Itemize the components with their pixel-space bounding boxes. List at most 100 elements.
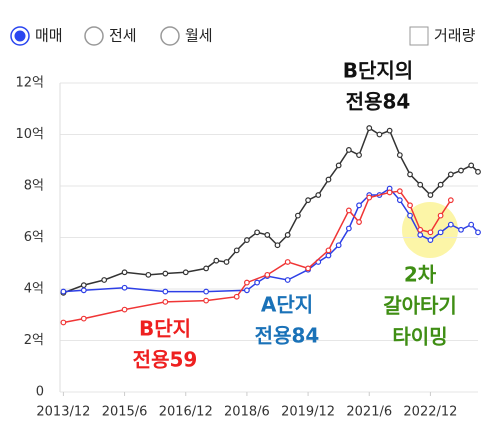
- data-point: [396, 152, 403, 159]
- y-tick-label: 0: [36, 385, 44, 400]
- data-point: [294, 212, 301, 219]
- series-label: B단지: [139, 317, 191, 341]
- data-point: [60, 319, 67, 326]
- data-point: [356, 152, 362, 159]
- x-tick-label: 2022/12: [403, 405, 457, 420]
- radio-label[interactable]: 매매: [35, 27, 63, 45]
- data-point: [203, 297, 210, 304]
- y-tick-label: 8억: [24, 179, 44, 194]
- data-point: [162, 298, 169, 305]
- data-point: [458, 167, 464, 174]
- radio-button[interactable]: [84, 26, 104, 46]
- data-point: [213, 257, 220, 264]
- data-point: [325, 247, 332, 254]
- series-label: B단지의: [343, 59, 413, 83]
- x-tick-label: 2016/12: [159, 405, 213, 420]
- x-tick-label: 2019/12: [281, 405, 335, 420]
- data-point: [233, 293, 240, 300]
- data-point: [284, 277, 291, 283]
- checkbox-label[interactable]: 거래량: [434, 27, 476, 45]
- data-point: [345, 147, 352, 153]
- data-point: [447, 221, 454, 228]
- data-point: [475, 168, 481, 175]
- y-tick-label: 2억: [24, 333, 44, 348]
- data-point: [80, 282, 87, 289]
- data-point: [305, 197, 311, 204]
- data-point: [274, 242, 281, 249]
- x-tick-label: 2015/6: [102, 405, 148, 420]
- data-point: [264, 271, 271, 278]
- data-point: [244, 237, 250, 243]
- data-point: [427, 237, 434, 243]
- annotation: 갈아타기: [383, 294, 457, 318]
- radio-label[interactable]: 월세: [185, 27, 213, 45]
- data-point: [345, 207, 352, 214]
- data-point: [145, 271, 152, 278]
- series-label: A단지: [261, 293, 313, 317]
- data-point: [407, 171, 413, 178]
- y-tick-label: 4억: [24, 282, 44, 297]
- data-point: [437, 212, 444, 219]
- series-label: 전용84: [255, 324, 320, 348]
- checkbox[interactable]: [409, 26, 429, 46]
- data-point: [284, 232, 291, 238]
- data-point: [264, 232, 271, 238]
- data-point: [223, 259, 230, 265]
- data-point: [417, 181, 424, 188]
- data-point: [101, 277, 108, 283]
- data-point: [325, 176, 332, 183]
- data-point: [437, 181, 444, 188]
- data-point: [203, 288, 210, 295]
- data-point: [427, 192, 434, 198]
- data-point: [356, 202, 362, 209]
- data-point: [345, 225, 352, 232]
- data-point: [315, 192, 322, 198]
- data-point: [305, 265, 311, 272]
- annotation: 타이밍: [392, 325, 447, 349]
- data-point: [121, 284, 128, 291]
- x-tick-label: 2018/6: [224, 405, 270, 420]
- data-point: [396, 188, 403, 195]
- data-point: [437, 229, 444, 236]
- data-point: [417, 232, 424, 238]
- data-point: [366, 125, 373, 131]
- data-point: [356, 219, 362, 225]
- data-point: [121, 269, 128, 276]
- x-tick-label: 2013/12: [36, 405, 90, 420]
- data-point: [366, 194, 373, 201]
- series-label: 전용84: [346, 90, 411, 114]
- x-tick-label: 2021/6: [346, 405, 392, 420]
- data-point: [80, 315, 87, 322]
- radio-button[interactable]: [160, 26, 180, 46]
- data-point: [233, 247, 240, 254]
- data-point: [407, 212, 413, 219]
- y-tick-label: 6억: [24, 230, 44, 245]
- data-point: [458, 226, 464, 233]
- data-point: [80, 287, 87, 294]
- data-point: [335, 162, 342, 169]
- data-point: [121, 306, 128, 313]
- data-point: [427, 229, 434, 236]
- radio-dot: [14, 30, 26, 42]
- annotation: 2차: [404, 263, 437, 287]
- data-point: [244, 287, 250, 294]
- data-point: [396, 197, 403, 204]
- data-point: [447, 197, 454, 204]
- data-point: [254, 229, 261, 236]
- data-point: [60, 288, 67, 295]
- y-tick-label: 12억: [15, 76, 44, 91]
- data-point: [203, 265, 210, 272]
- data-point: [162, 288, 169, 295]
- y-tick-label: 10억: [15, 127, 44, 142]
- radio-label[interactable]: 전세: [109, 27, 137, 45]
- data-point: [475, 229, 481, 236]
- data-point: [244, 279, 250, 286]
- data-point: [325, 252, 332, 259]
- data-point: [468, 162, 475, 169]
- data-point: [386, 189, 393, 196]
- series-label: 전용59: [133, 348, 198, 372]
- data-point: [447, 171, 454, 178]
- data-point: [407, 202, 413, 209]
